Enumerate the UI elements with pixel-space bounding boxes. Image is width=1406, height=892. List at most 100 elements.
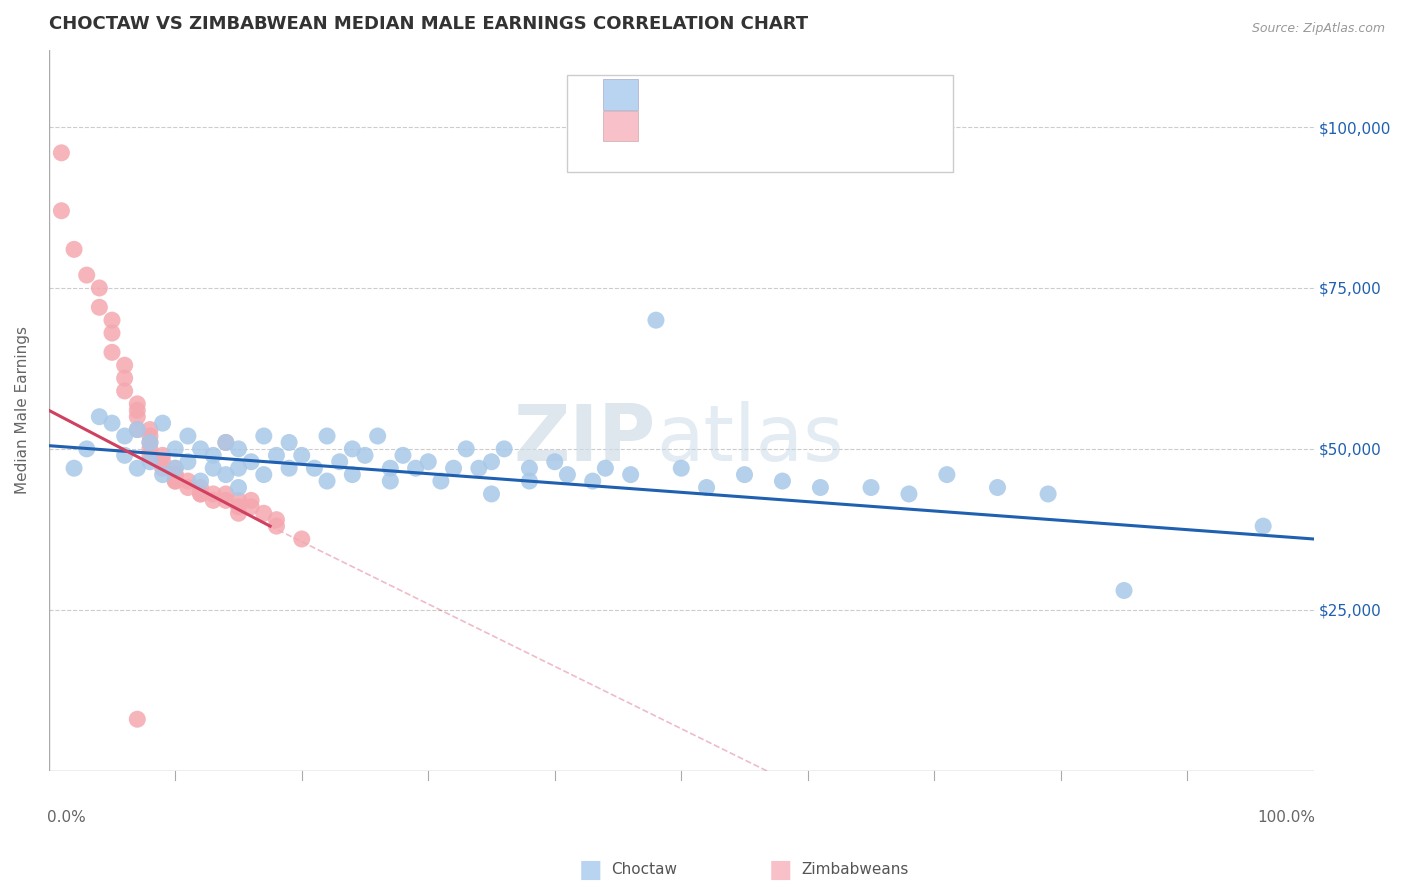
Point	[114, 448, 136, 462]
Point	[291, 532, 314, 546]
Point	[291, 448, 314, 462]
Y-axis label: Median Male Earnings: Median Male Earnings	[15, 326, 30, 494]
Point	[165, 442, 187, 456]
Point	[240, 455, 263, 469]
Point	[190, 442, 212, 456]
Point	[380, 474, 402, 488]
Point	[51, 203, 73, 218]
Point	[114, 384, 136, 398]
Point	[190, 487, 212, 501]
Point	[228, 481, 250, 495]
Point	[367, 429, 389, 443]
Point	[481, 455, 503, 469]
Point	[139, 423, 162, 437]
Point	[165, 474, 187, 488]
Point	[127, 409, 149, 424]
Point	[228, 506, 250, 520]
Point	[897, 487, 920, 501]
Point	[582, 474, 605, 488]
Point	[165, 461, 187, 475]
Point	[418, 455, 440, 469]
Point	[859, 481, 882, 495]
Point	[202, 448, 225, 462]
FancyBboxPatch shape	[603, 79, 638, 110]
Point	[380, 461, 402, 475]
Point	[215, 467, 238, 482]
Point	[266, 519, 288, 533]
Point	[266, 513, 288, 527]
Point	[89, 300, 111, 314]
Point	[772, 474, 794, 488]
Point	[645, 313, 668, 327]
Point	[316, 474, 339, 488]
Point	[202, 487, 225, 501]
Text: ZIP: ZIP	[513, 401, 657, 477]
Point	[165, 467, 187, 482]
Point	[177, 429, 200, 443]
Point	[114, 358, 136, 372]
Point	[671, 461, 693, 475]
Point	[557, 467, 579, 482]
Point	[392, 448, 415, 462]
Point	[266, 448, 288, 462]
Point	[443, 461, 465, 475]
Point	[114, 429, 136, 443]
Point	[405, 461, 427, 475]
Point	[253, 467, 276, 482]
Text: Zimbabweans: Zimbabweans	[801, 863, 908, 877]
Point	[519, 461, 541, 475]
Point	[215, 493, 238, 508]
Text: CHOCTAW VS ZIMBABWEAN MEDIAN MALE EARNINGS CORRELATION CHART: CHOCTAW VS ZIMBABWEAN MEDIAN MALE EARNIN…	[49, 15, 808, 33]
Point	[519, 474, 541, 488]
Point	[101, 326, 124, 340]
Point	[139, 435, 162, 450]
Point	[278, 435, 301, 450]
Point	[63, 243, 86, 257]
Point	[63, 461, 86, 475]
Point	[89, 281, 111, 295]
Text: atlas: atlas	[657, 401, 844, 477]
Point	[127, 403, 149, 417]
Point	[215, 435, 238, 450]
Point	[354, 448, 377, 462]
Point	[127, 423, 149, 437]
Point	[152, 416, 174, 430]
Point	[935, 467, 957, 482]
Point	[986, 481, 1008, 495]
Point	[190, 487, 212, 501]
Point	[165, 474, 187, 488]
Point	[202, 461, 225, 475]
Point	[1036, 487, 1059, 501]
Point	[430, 474, 453, 488]
Point	[304, 461, 326, 475]
Text: 0.0%: 0.0%	[48, 810, 86, 825]
Point	[190, 474, 212, 488]
Point	[51, 145, 73, 160]
Point	[228, 493, 250, 508]
Point	[127, 461, 149, 475]
Point	[139, 429, 162, 443]
Point	[101, 313, 124, 327]
FancyBboxPatch shape	[568, 75, 953, 172]
FancyBboxPatch shape	[603, 112, 638, 142]
Point	[253, 429, 276, 443]
Point	[89, 409, 111, 424]
Point	[215, 435, 238, 450]
Point	[544, 455, 567, 469]
Point	[481, 487, 503, 501]
Point	[1112, 583, 1135, 598]
Point	[190, 481, 212, 495]
Point	[177, 455, 200, 469]
Point	[127, 397, 149, 411]
Point	[202, 493, 225, 508]
Point	[152, 467, 174, 482]
Point	[76, 442, 98, 456]
Point	[316, 429, 339, 443]
Text: Source: ZipAtlas.com: Source: ZipAtlas.com	[1251, 22, 1385, 36]
Point	[139, 435, 162, 450]
Text: Choctaw: Choctaw	[612, 863, 678, 877]
Point	[329, 455, 352, 469]
Point	[228, 461, 250, 475]
Text: R = -0.306   N = 72: R = -0.306 N = 72	[661, 86, 838, 103]
Point	[228, 500, 250, 514]
